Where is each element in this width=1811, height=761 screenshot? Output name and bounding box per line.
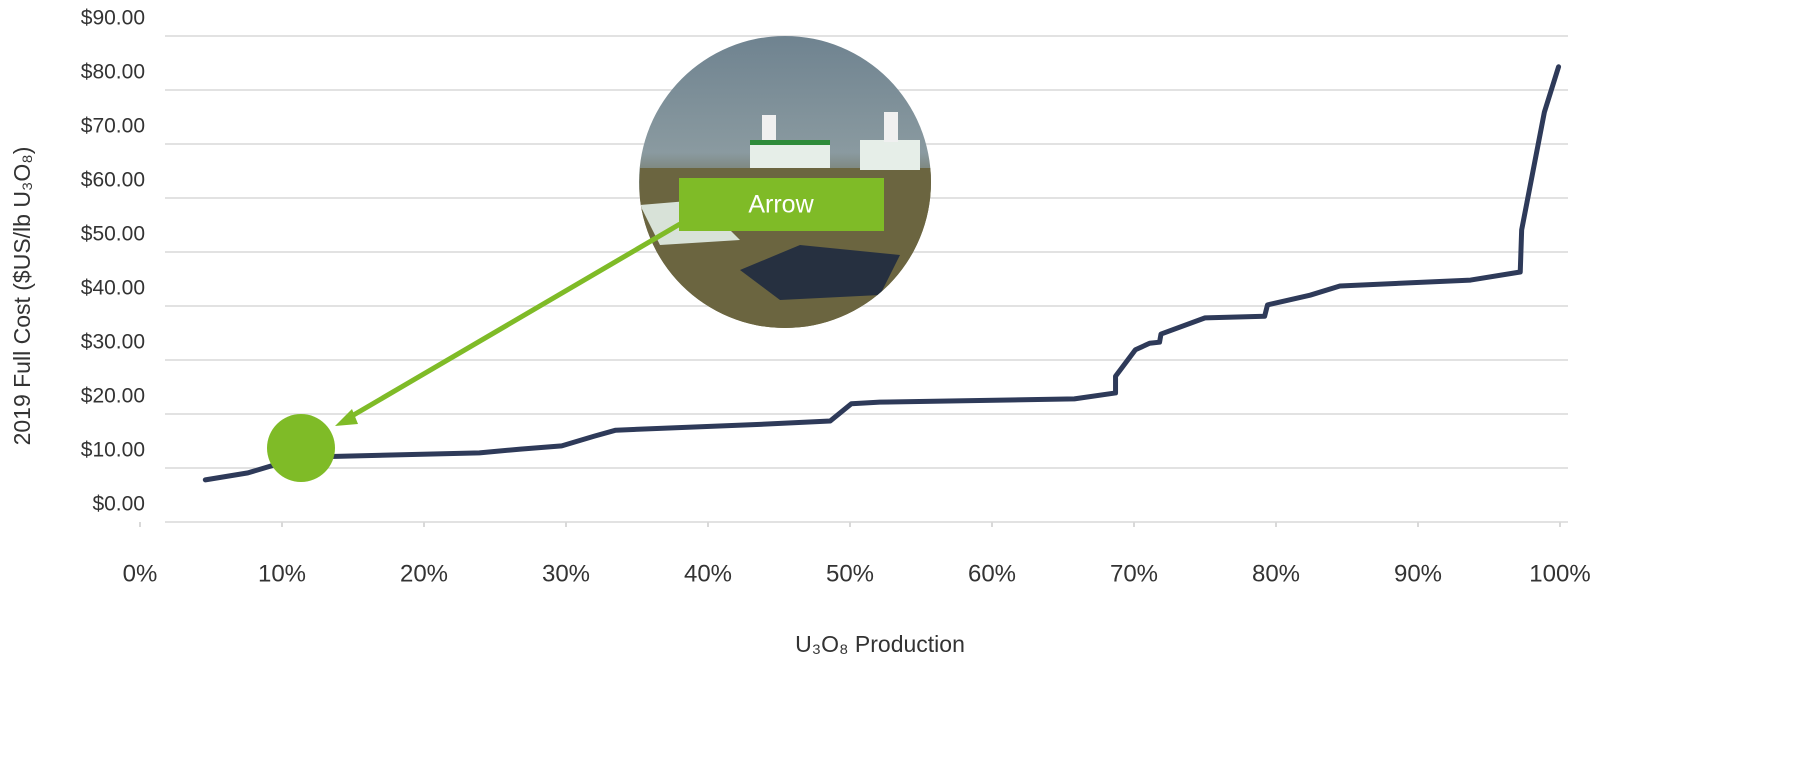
x-tick-label: 60% (968, 560, 1016, 587)
x-tick-label: 0% (123, 560, 158, 587)
highlight-dot (267, 414, 335, 482)
y-tick-label: $70.00 (81, 115, 145, 138)
x-axis-title: U₃O₈ Production (795, 631, 965, 657)
y-axis-title: 2019 Full Cost ($US/lb U₃O₈) (9, 147, 35, 446)
y-tick-label: $10.00 (81, 439, 145, 462)
x-tick-label: 50% (826, 560, 874, 587)
annotation: Arrow (748, 191, 814, 219)
y-tick-label: $60.00 (81, 169, 145, 192)
x-tick-label: 40% (684, 560, 732, 587)
x-tick-label: 20% (400, 560, 448, 587)
y-tick-label: $30.00 (81, 331, 145, 354)
x-tick-label: 70% (1110, 560, 1158, 587)
annotation-box (679, 178, 884, 231)
x-tick-label: 10% (258, 560, 306, 587)
x-tick-label: 30% (542, 560, 590, 587)
y-tick-label: $50.00 (81, 223, 145, 246)
y-tick-label: $40.00 (81, 277, 145, 300)
x-tick-label: 100% (1529, 560, 1590, 587)
x-tick-label: 80% (1252, 560, 1300, 587)
y-tick-label: $20.00 (81, 385, 145, 408)
y-tick-label: $0.00 (92, 493, 145, 516)
arrow-line (343, 221, 682, 423)
cost-curve (202, 64, 1562, 483)
y-tick-label: $90.00 (81, 7, 145, 30)
arrow-head (335, 409, 358, 426)
y-tick-label: $80.00 (81, 61, 145, 84)
x-tick-label: 90% (1394, 560, 1442, 587)
